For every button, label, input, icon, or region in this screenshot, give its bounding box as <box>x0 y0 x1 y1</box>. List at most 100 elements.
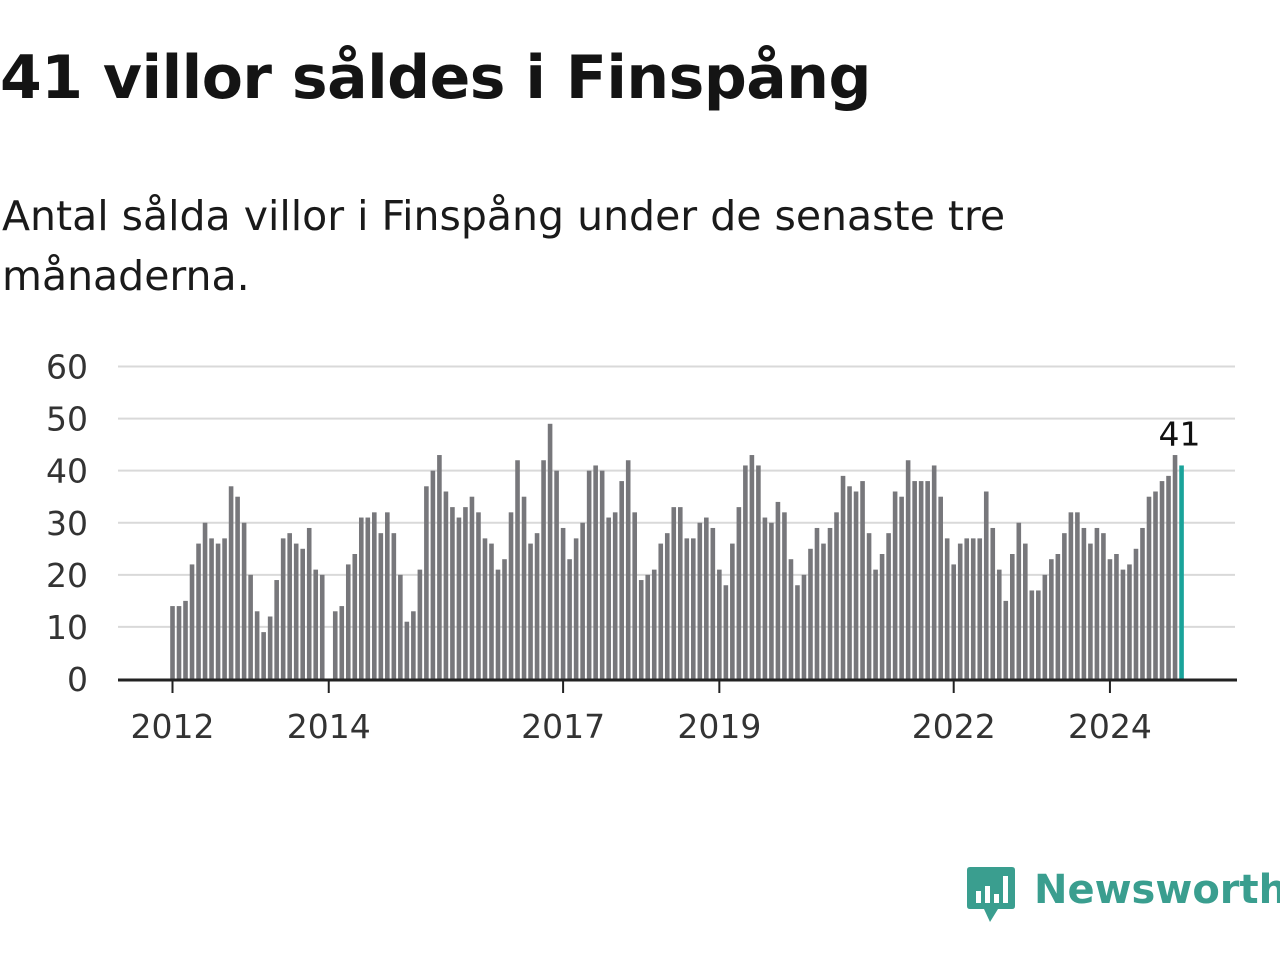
bar <box>274 580 279 679</box>
bar <box>664 533 670 679</box>
bar <box>222 538 227 679</box>
bar <box>638 580 644 679</box>
x-tick-label: 2012 <box>131 707 215 746</box>
bar <box>404 621 410 679</box>
bar <box>1081 527 1087 679</box>
x-axis-tick-labels: 2012 2014 2017 2019 2022 2024 <box>131 707 1152 746</box>
x-axis <box>118 678 1237 693</box>
bar <box>853 491 859 679</box>
bar <box>430 470 436 679</box>
bar <box>1088 543 1093 679</box>
bar <box>482 538 488 679</box>
bar <box>996 569 1002 679</box>
bar <box>619 481 624 679</box>
bar <box>319 574 325 679</box>
bar <box>215 543 221 679</box>
bar <box>1075 512 1080 679</box>
bar <box>385 512 390 679</box>
bar <box>365 517 371 679</box>
bar <box>1009 554 1015 679</box>
bar <box>938 496 943 679</box>
bar <box>990 527 996 679</box>
bar <box>1140 527 1145 679</box>
bar <box>189 564 195 679</box>
bar <box>573 538 579 679</box>
bar <box>476 512 481 679</box>
bar <box>977 538 983 679</box>
bar <box>795 585 800 679</box>
newsworthy-logo-icon <box>967 867 1015 922</box>
bar <box>417 569 423 679</box>
bar <box>593 465 598 679</box>
bar <box>704 517 709 679</box>
bar <box>521 496 527 679</box>
chart-title: 41 villor såldes i Finspång <box>0 43 871 113</box>
bar <box>456 517 462 679</box>
bar <box>827 527 833 679</box>
bar <box>554 470 559 679</box>
bar <box>183 600 188 679</box>
bar <box>1029 590 1035 679</box>
bar <box>866 533 872 679</box>
bar <box>228 486 234 679</box>
bar <box>769 522 774 679</box>
bar <box>1133 548 1139 679</box>
bar <box>651 569 657 679</box>
grid-lines <box>118 365 1235 628</box>
bar <box>899 496 904 679</box>
bar <box>925 481 930 679</box>
bar <box>762 517 768 679</box>
bar <box>489 543 494 679</box>
bar <box>450 507 455 679</box>
bar <box>677 507 683 679</box>
y-tick-label: 40 <box>46 452 88 491</box>
bar <box>1023 543 1028 679</box>
bar <box>905 460 911 679</box>
bar <box>176 606 182 679</box>
bar <box>352 554 358 679</box>
bar <box>944 538 950 679</box>
bar <box>300 548 305 679</box>
bar <box>398 574 403 679</box>
newsworthy-logo: Newsworthy <box>964 864 1280 928</box>
bar <box>788 559 794 679</box>
bar <box>1146 496 1152 679</box>
bar <box>697 522 703 679</box>
annotations: 41 <box>1159 414 1201 453</box>
bar <box>1120 569 1126 679</box>
bar <box>782 512 787 679</box>
bar <box>358 517 364 679</box>
bar <box>1107 559 1113 679</box>
bar <box>756 465 761 679</box>
bar <box>1101 533 1106 679</box>
bar <box>202 522 208 679</box>
bar <box>632 512 638 679</box>
bar <box>1153 491 1158 679</box>
bar <box>541 460 546 679</box>
bar <box>983 491 989 679</box>
y-tick-label: 20 <box>46 556 88 595</box>
bar <box>580 522 585 679</box>
bar <box>710 527 716 679</box>
bar <box>1094 527 1100 679</box>
bar <box>931 465 937 679</box>
bar <box>378 533 384 679</box>
bar <box>886 533 891 679</box>
bar <box>918 481 924 679</box>
y-tick-label: 50 <box>46 400 88 439</box>
bar <box>873 569 878 679</box>
bar <box>560 527 566 679</box>
bar <box>469 496 475 679</box>
bar <box>235 496 240 679</box>
y-axis-tick-labels: 0 10 20 30 40 50 60 <box>46 348 88 700</box>
bar <box>345 564 351 679</box>
bar <box>1042 574 1048 679</box>
bar <box>495 569 501 679</box>
bar <box>736 507 742 679</box>
bar <box>860 481 865 679</box>
last-value-label: 41 <box>1159 414 1201 453</box>
bar <box>834 512 839 679</box>
bar <box>775 501 781 679</box>
bar <box>658 543 664 679</box>
brand-name: Newsworthy <box>1034 867 1280 913</box>
